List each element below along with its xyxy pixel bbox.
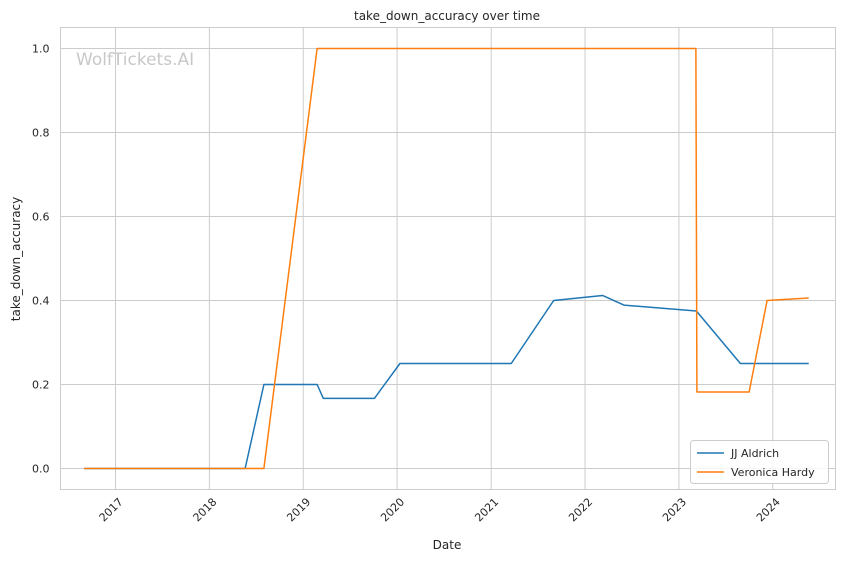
x-tick-label: 2020 bbox=[378, 495, 407, 524]
legend-label-jj-aldrich: JJ Aldrich bbox=[730, 447, 779, 460]
chart-title: take_down_accuracy over time bbox=[354, 9, 540, 23]
y-tick-label: 0.0 bbox=[32, 463, 50, 476]
legend-label-veronica-hardy: Veronica Hardy bbox=[731, 466, 815, 479]
y-tick-label: 1.0 bbox=[32, 43, 50, 56]
x-axis-title: Date bbox=[433, 538, 462, 552]
legend: JJ Aldrich Veronica Hardy bbox=[690, 440, 829, 484]
y-tick-label: 0.4 bbox=[32, 295, 50, 308]
watermark-text: WolfTickets.AI bbox=[76, 50, 194, 70]
x-tick-label: 2023 bbox=[660, 495, 689, 524]
x-tick-label: 2017 bbox=[97, 495, 126, 524]
y-tick-label: 0.2 bbox=[32, 379, 50, 392]
y-tick-label: 0.6 bbox=[32, 211, 50, 224]
x-tick-label: 2018 bbox=[191, 495, 220, 524]
x-tick-label: 2024 bbox=[754, 495, 783, 524]
x-tick-label: 2021 bbox=[472, 495, 501, 524]
series-line-veronica-hardy bbox=[84, 47, 809, 470]
y-tick-label: 0.8 bbox=[32, 127, 50, 140]
x-tick-label: 2019 bbox=[284, 495, 313, 524]
series-line-jj-aldrich bbox=[84, 294, 809, 470]
y-axis-title: take_down_accuracy bbox=[9, 197, 23, 321]
series-group bbox=[84, 47, 809, 470]
x-tick-label: 2022 bbox=[566, 495, 595, 524]
plot-area bbox=[60, 27, 836, 490]
legend-box bbox=[690, 440, 829, 484]
